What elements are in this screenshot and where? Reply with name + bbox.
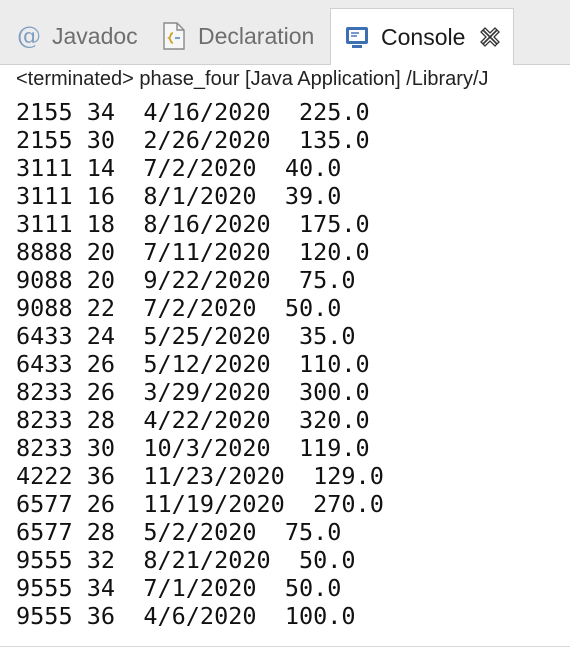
console-output-line: 8233 30 10/3/2020 119.0	[16, 434, 370, 462]
console-output-line: 9088 22 7/2/2020 50.0	[16, 294, 342, 322]
console-output-line: 6577 28 5/2/2020 75.0	[16, 518, 342, 546]
console-output-line: 9555 34 7/1/2020 50.0	[16, 574, 342, 602]
console-output-line: 2155 34 4/16/2020 225.0	[16, 98, 370, 126]
console-output-line: 9088 20 9/22/2020 75.0	[16, 266, 356, 294]
console-icon	[343, 23, 371, 51]
console-output-line: 3111 16 8/1/2020 39.0	[16, 182, 342, 210]
bottom-divider	[0, 646, 570, 647]
console-output-line: 9555 36 4/6/2020 100.0	[16, 602, 356, 630]
tab-javadoc-label: Javadoc	[52, 22, 138, 49]
tab-javadoc[interactable]: @ Javadoc	[16, 8, 151, 64]
close-icon[interactable]	[479, 26, 501, 48]
console-output-line: 4222 36 11/23/2020 129.0	[16, 462, 384, 490]
console-output-line: 8233 26 3/29/2020 300.0	[16, 378, 370, 406]
console-output-line: 8233 28 4/22/2020 320.0	[16, 406, 370, 434]
console-output-line: 2155 30 2/26/2020 135.0	[16, 126, 370, 154]
console-output-line: 3111 14 7/2/2020 40.0	[16, 154, 342, 182]
tab-console-label: Console	[381, 23, 466, 50]
tab-declaration[interactable]: Declaration	[160, 8, 328, 64]
console-status-line: <terminated> phase_four [Java Applicatio…	[16, 68, 489, 90]
declaration-icon	[160, 21, 188, 51]
console-output-line: 6433 24 5/25/2020 35.0	[16, 322, 356, 350]
console-output-line: 9555 32 8/21/2020 50.0	[16, 546, 356, 574]
console-output-line: 8888 20 7/11/2020 120.0	[16, 238, 370, 266]
view-tab-bar: @ Javadoc Declaration Console	[0, 0, 570, 65]
tab-declaration-label: Declaration	[198, 22, 315, 49]
console-output-line: 3111 18 8/16/2020 175.0	[16, 210, 370, 238]
console-output-line: 6433 26 5/12/2020 110.0	[16, 350, 370, 378]
at-icon: @	[17, 22, 41, 50]
console-output: 2155 34 4/16/2020 225.0 2155 30 2/26/2020…	[16, 98, 566, 630]
tab-console[interactable]: Console	[330, 8, 514, 65]
console-output-line: 6577 26 11/19/2020 270.0	[16, 490, 384, 518]
